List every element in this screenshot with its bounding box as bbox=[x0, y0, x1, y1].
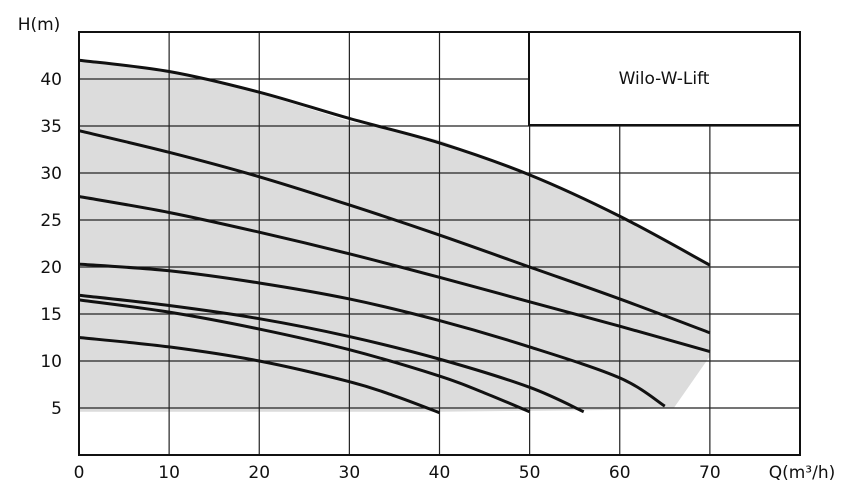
x-tick-label: 0 bbox=[74, 463, 85, 483]
legend-box: Wilo-W-Lift bbox=[528, 31, 801, 126]
y-tick-label: 15 bbox=[40, 305, 62, 325]
pump-curve-5 bbox=[78, 293, 585, 414]
plot-frame bbox=[78, 31, 801, 456]
x-tick-label: 40 bbox=[429, 463, 451, 483]
x-tick-label: 30 bbox=[339, 463, 361, 483]
y-tick-label: 40 bbox=[40, 70, 62, 90]
y-tick-label: 30 bbox=[40, 164, 62, 184]
pump-curve-6 bbox=[78, 298, 531, 414]
y-axis-title: H(m) bbox=[18, 15, 61, 35]
pump-curve-3 bbox=[78, 195, 711, 354]
chart-title: Wilo-W-Lift bbox=[619, 69, 710, 89]
x-tick-label: 50 bbox=[519, 463, 541, 483]
x-tick-label: 60 bbox=[609, 463, 631, 483]
x-tick-label: 70 bbox=[699, 463, 721, 483]
x-tick-label: 10 bbox=[158, 463, 180, 483]
y-tick-label: 35 bbox=[40, 117, 62, 137]
pump-curve-2 bbox=[78, 129, 711, 335]
pump-curve-4 bbox=[78, 262, 666, 408]
pump-curve-1 bbox=[78, 58, 711, 267]
y-tick-label: 5 bbox=[51, 399, 62, 419]
y-tick-labels: 5 10 15 20 25 30 35 40 bbox=[40, 70, 62, 419]
x-axis-title: Q(m³/h) bbox=[769, 463, 836, 483]
series-layer bbox=[78, 58, 711, 415]
pump-curve-7 bbox=[78, 336, 441, 415]
y-tick-label: 10 bbox=[40, 352, 62, 372]
x-tick-labels: 0 10 20 30 40 50 60 70 bbox=[74, 463, 721, 483]
y-tick-label: 25 bbox=[40, 211, 62, 231]
y-tick-label: 20 bbox=[40, 258, 62, 278]
x-tick-label: 20 bbox=[248, 463, 270, 483]
